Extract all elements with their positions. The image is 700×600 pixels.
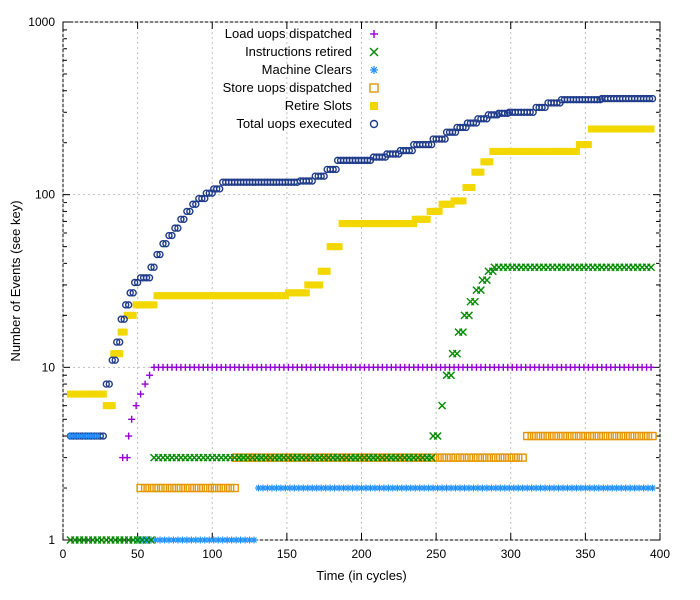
series-store_uops xyxy=(137,433,656,492)
xtick-label: 200 xyxy=(351,547,371,561)
legend-label: Machine Clears xyxy=(262,62,353,77)
y-axis-label: Number of Events (see key) xyxy=(8,200,23,361)
legend-marker xyxy=(370,66,378,74)
legend-marker xyxy=(371,121,378,128)
series-load_uops xyxy=(119,364,654,461)
legend-marker xyxy=(370,102,378,110)
ytick-label: 100 xyxy=(35,188,55,202)
ytick-label: 10 xyxy=(42,360,56,374)
event-count-chart: 1 10 100 1000 0 50 100 150 200 250 300 350 400 Time (… xyxy=(0,0,700,600)
xtick-label: 100 xyxy=(202,547,222,561)
legend-marker xyxy=(370,84,378,92)
xtick-label: 300 xyxy=(501,547,521,561)
legend-label: Total uops executed xyxy=(236,116,352,131)
xtick-label: 400 xyxy=(650,547,670,561)
legend-label: Instructions retired xyxy=(245,44,352,59)
xtick-label: 0 xyxy=(60,547,67,561)
ytick-label: 1000 xyxy=(28,15,55,29)
xtick-label: 250 xyxy=(426,547,446,561)
legend-marker xyxy=(370,48,378,56)
ytick-label: 1 xyxy=(48,533,55,547)
x-axis-label: Time (in cycles) xyxy=(316,568,407,583)
legend-marker xyxy=(370,30,378,38)
xtick-label: 350 xyxy=(575,547,595,561)
xtick-label: 50 xyxy=(131,547,145,561)
legend-label: Load uops dispatched xyxy=(225,26,352,41)
xtick-label: 150 xyxy=(277,547,297,561)
legend-label: Retire Slots xyxy=(285,98,353,113)
legend-label: Store uops dispatched xyxy=(223,80,352,95)
